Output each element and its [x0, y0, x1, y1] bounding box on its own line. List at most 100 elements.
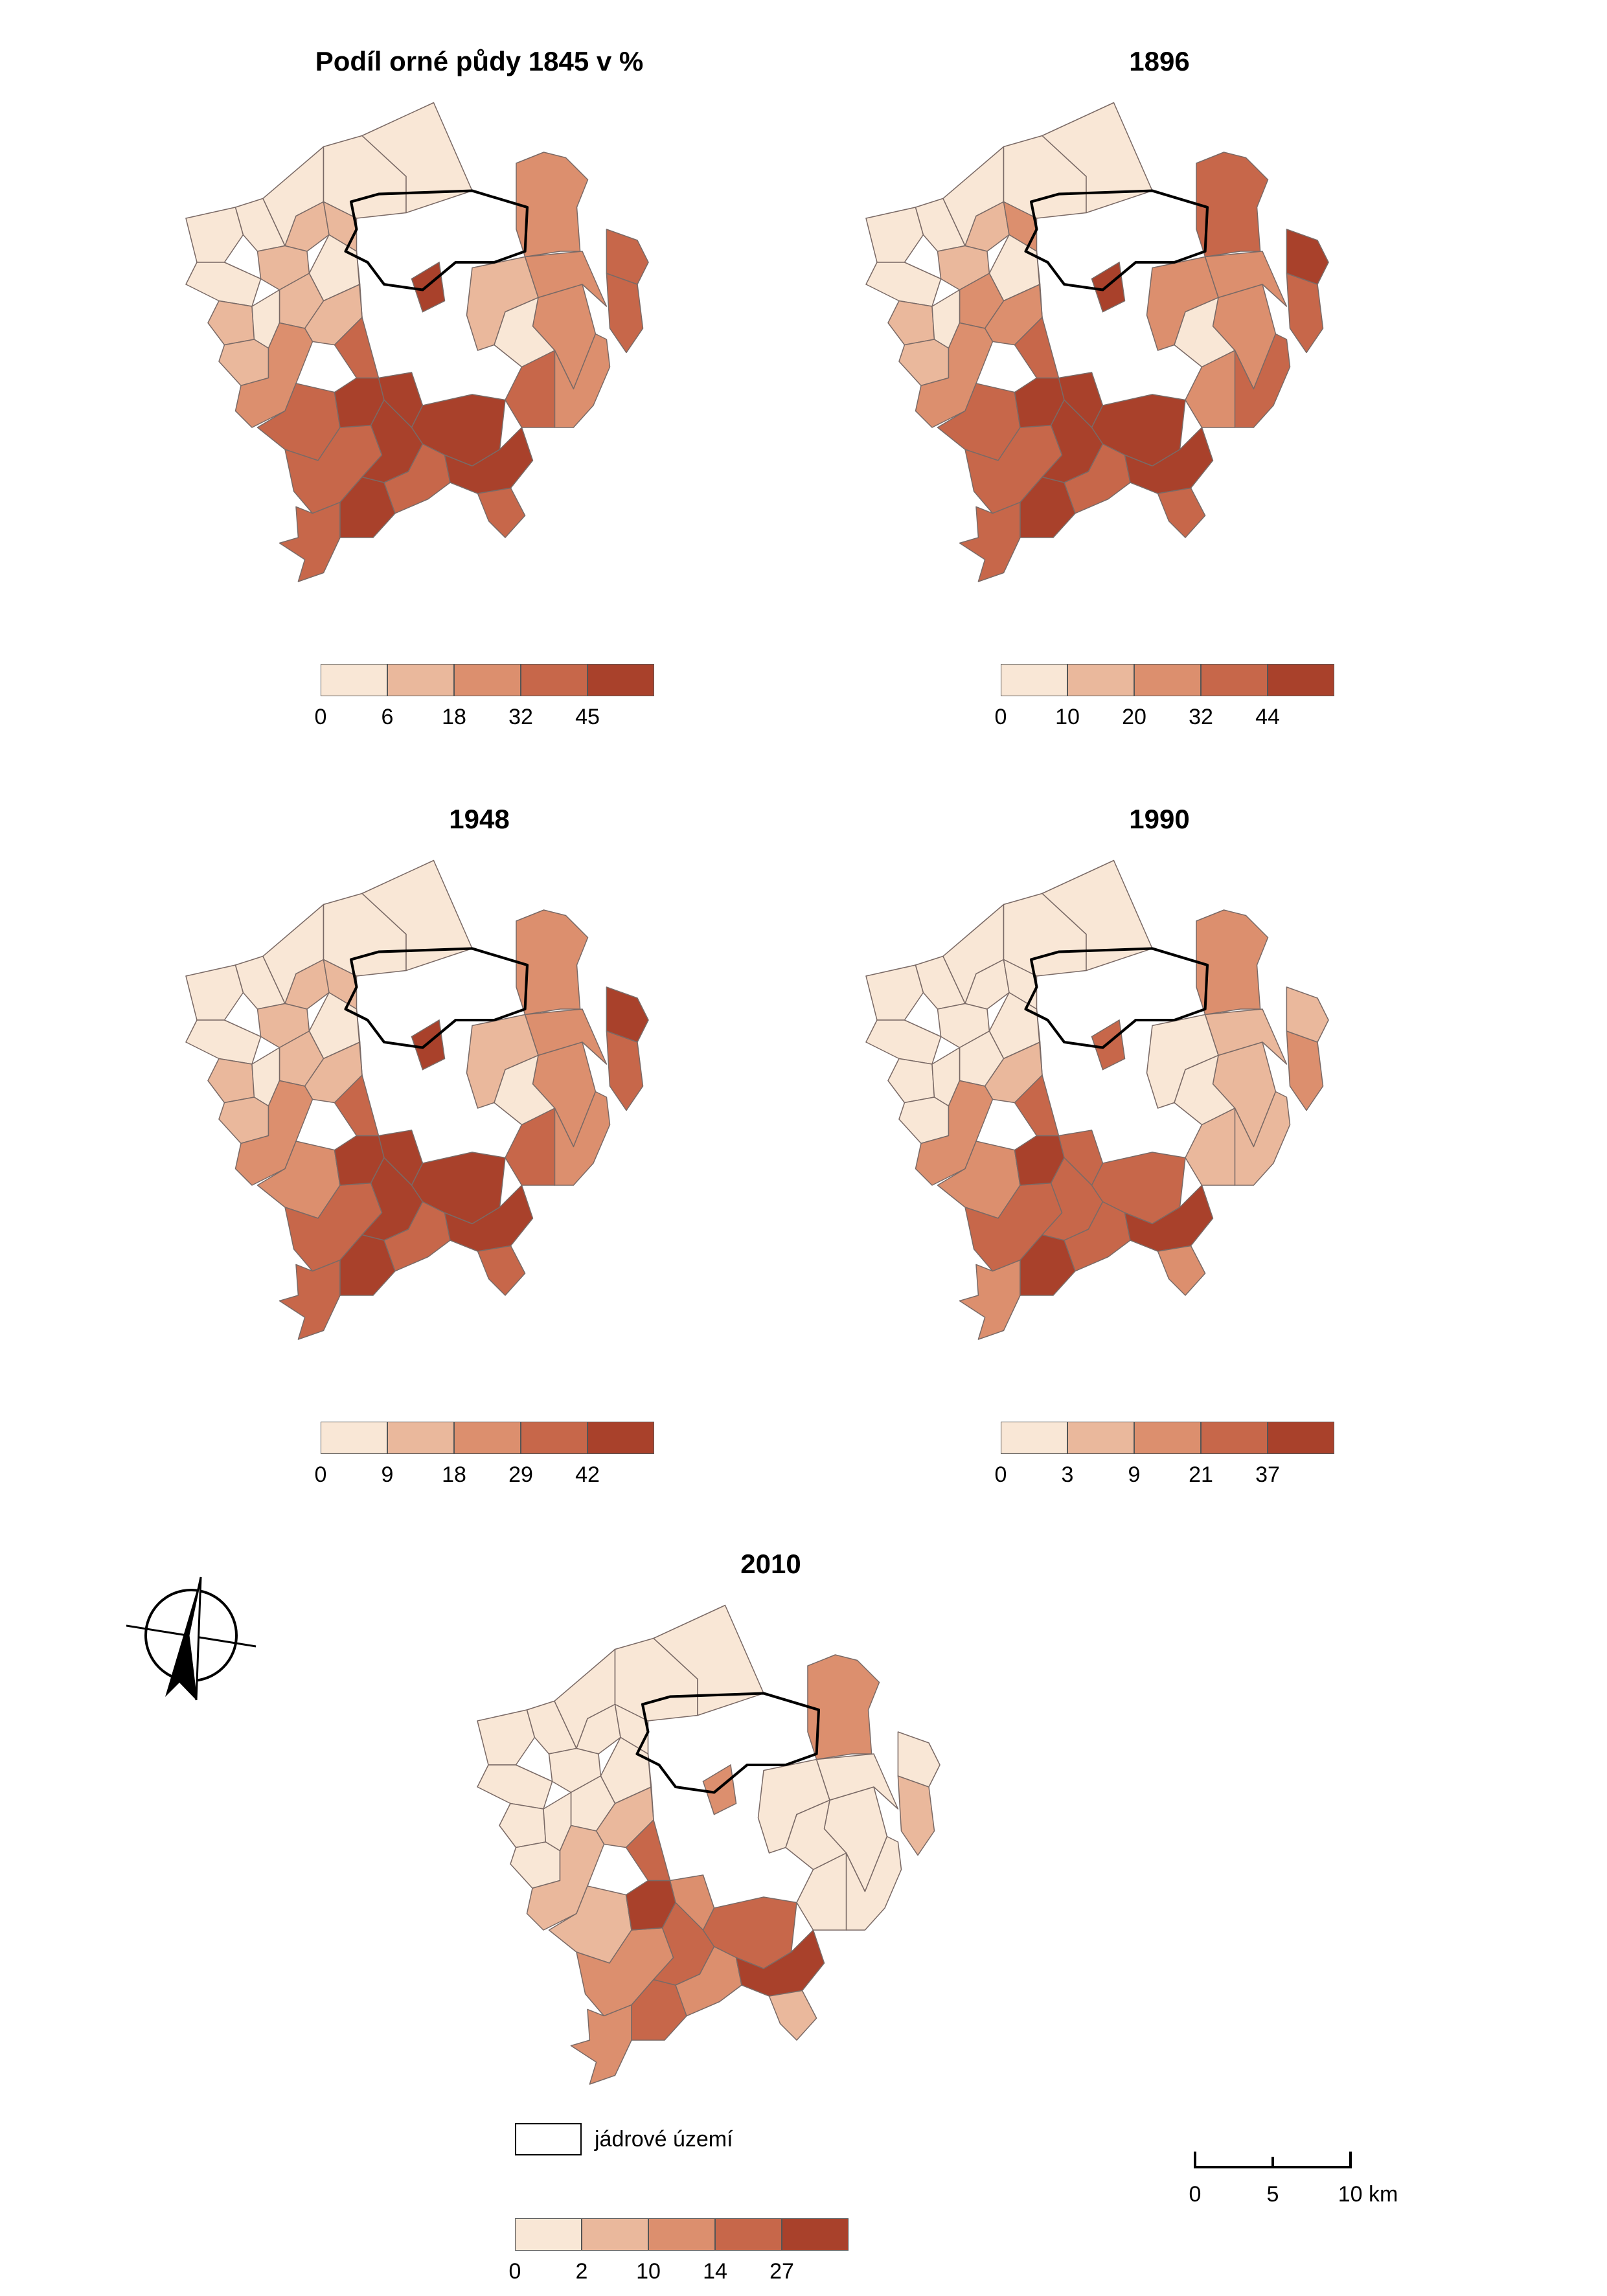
municipality-region — [1174, 1054, 1236, 1126]
municipality-region — [807, 1654, 880, 1760]
municipality-region — [865, 262, 942, 307]
choropleth-map — [865, 859, 1329, 1340]
map-panel-1990: 1990 0 3 9 21 37 — [865, 803, 1451, 1516]
municipality-region — [1091, 261, 1126, 313]
municipality-region — [477, 1764, 553, 1810]
core-territory-label: jádrové území — [595, 2127, 733, 2152]
legend-tick-label: 10 — [636, 2259, 661, 2284]
choropleth-map — [865, 102, 1329, 582]
legend-swatch — [1067, 1422, 1134, 1454]
municipality-region — [964, 959, 1010, 1010]
municipality-region — [1286, 986, 1329, 1043]
map-legend: 0 10 20 32 44 — [995, 664, 1338, 742]
map-title: 1990 — [1129, 804, 1190, 834]
municipality-region — [1234, 333, 1291, 428]
municipality-region — [234, 1080, 313, 1186]
map-panel-1845: Podíl orné půdy 1845 v % 0 6 18 32 45 — [185, 45, 771, 758]
legend-swatch — [582, 2218, 648, 2251]
municipality-region — [207, 300, 255, 346]
municipality-region — [576, 1703, 621, 1755]
core-territory-outline — [344, 189, 529, 291]
legend-swatch — [515, 2218, 582, 2251]
north-arrow-icon — [126, 1576, 256, 1701]
municipality-region — [1014, 1008, 1060, 1137]
legend-tick-label: 27 — [769, 2259, 794, 2284]
municipality-region — [702, 1764, 737, 1815]
municipality-region — [675, 1946, 742, 2017]
municipality-region — [845, 1836, 902, 1931]
scale-label-10-km: 10 km — [1338, 2182, 1398, 2207]
municipality-region — [361, 859, 473, 972]
municipality-region — [897, 1731, 940, 1788]
municipality-region — [516, 909, 589, 1016]
map-legend: 0 6 18 32 45 — [315, 664, 657, 742]
municipality-region — [411, 1019, 446, 1071]
municipality-layer — [865, 859, 1329, 1340]
municipality-region — [516, 152, 589, 258]
municipality-region — [625, 1753, 671, 1881]
map-title: 1896 — [1129, 46, 1190, 76]
map-title: 1948 — [449, 804, 510, 834]
legend-swatch — [454, 664, 521, 696]
municipality-region — [570, 2004, 632, 2085]
municipality-region — [1196, 909, 1269, 1016]
municipality-region — [234, 322, 313, 428]
municipality-region — [1196, 152, 1269, 258]
municipality-region — [284, 201, 330, 252]
municipality-region — [768, 1990, 817, 2041]
legend-tick-label: 18 — [442, 1462, 466, 1487]
municipality-region — [887, 1058, 935, 1104]
municipality-region — [1286, 229, 1329, 285]
municipality-region — [959, 1259, 1021, 1340]
legend-tick-label: 45 — [575, 705, 600, 729]
municipality-layer — [185, 859, 649, 1340]
municipality-layer — [865, 102, 1329, 582]
map-legend: 0 9 18 29 42 — [315, 1422, 657, 1499]
legend-swatch — [321, 664, 387, 696]
municipality-region — [207, 1058, 255, 1104]
legend-tick-label: 0 — [314, 705, 327, 729]
municipality-region — [606, 273, 644, 354]
municipality-region — [865, 207, 924, 263]
legend-tick-label: 0 — [314, 1462, 327, 1487]
municipality-region — [1204, 1008, 1288, 1065]
legend-swatch — [782, 2218, 849, 2251]
municipality-region — [1042, 859, 1153, 972]
legend-swatch — [648, 2218, 715, 2251]
municipality-region — [785, 1799, 847, 1870]
legend-tick-label: 44 — [1255, 705, 1280, 729]
municipality-region — [554, 333, 611, 428]
legend-swatch — [715, 2218, 782, 2251]
municipality-region — [898, 1097, 950, 1144]
core-territory-swatch — [515, 2123, 582, 2155]
municipality-region — [554, 1091, 611, 1186]
municipality-region — [606, 229, 649, 285]
legend-tick-label: 9 — [1128, 1462, 1141, 1487]
legend-tick-label: 21 — [1189, 1462, 1213, 1487]
municipality-region — [1174, 297, 1236, 368]
legend-swatch — [1268, 1422, 1334, 1454]
municipality-region — [1286, 1030, 1324, 1111]
municipality-region — [1157, 487, 1206, 538]
legend-swatch — [1134, 1422, 1201, 1454]
municipality-region — [1042, 102, 1153, 214]
core-territory-outline — [1024, 947, 1209, 1049]
municipality-region — [361, 102, 473, 214]
scale-label-0: 0 — [1189, 2182, 1202, 2207]
legend-tick-label: 6 — [381, 705, 394, 729]
core-territory-outline — [344, 947, 529, 1049]
municipality-layer — [185, 102, 649, 582]
municipality-region — [915, 322, 994, 428]
legend-swatch — [1201, 1422, 1268, 1454]
municipality-region — [898, 339, 950, 387]
municipality-region — [218, 1097, 269, 1144]
legend-swatch — [1001, 1422, 1067, 1454]
choropleth-map — [185, 859, 649, 1340]
map-panel-1896: 1896 0 10 20 32 44 — [865, 45, 1451, 758]
municipality-region — [1064, 1201, 1131, 1272]
legend-swatch — [587, 664, 654, 696]
municipality-region — [510, 1841, 561, 1889]
municipality-region — [1286, 273, 1324, 354]
municipality-region — [1234, 1091, 1291, 1186]
legend-swatch — [454, 1422, 521, 1454]
